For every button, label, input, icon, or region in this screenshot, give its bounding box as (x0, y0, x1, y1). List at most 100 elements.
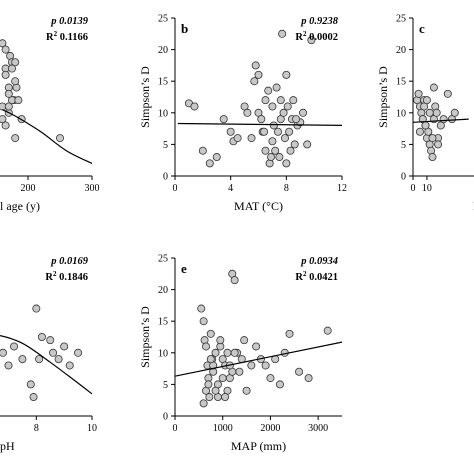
y-tick-label: 10 (158, 348, 168, 359)
data-point (254, 70, 263, 79)
data-point (257, 115, 266, 124)
data-point (261, 146, 270, 155)
y-tick-label: 20 (158, 45, 168, 56)
y-tick-label: 25 (158, 254, 168, 265)
y-tick-label: 10 (158, 108, 168, 119)
data-point (428, 153, 437, 162)
panel-c: 0100510152025cN deSimpson’s D (376, 14, 474, 213)
data-point (260, 127, 269, 136)
x-tick-label: 12 (337, 183, 347, 194)
data-point (307, 36, 316, 45)
data-point (204, 380, 213, 389)
data-point (250, 77, 259, 86)
data-point (18, 355, 27, 364)
data-point (414, 89, 423, 98)
data-point (230, 276, 239, 285)
data-point (434, 140, 443, 149)
panel-letter: b (181, 21, 188, 36)
data-point (199, 399, 208, 408)
data-point (219, 115, 228, 124)
data-point (275, 153, 284, 162)
y-axis-title: Simpson’s D (376, 66, 390, 128)
data-point (285, 329, 294, 338)
data-point (247, 361, 256, 370)
data-point (425, 108, 434, 117)
data-point (273, 127, 282, 136)
y-tick-label: 5 (163, 380, 168, 391)
data-point (60, 342, 69, 351)
data-point (205, 159, 214, 168)
data-point (7, 64, 16, 73)
data-point (223, 348, 232, 357)
x-tick-label: 0 (411, 183, 416, 194)
x-tick-label: 8 (34, 423, 39, 434)
data-point (252, 342, 261, 351)
data-point (1, 121, 10, 130)
y-axis-title: Simpson’s D (138, 306, 152, 368)
data-point (1, 70, 10, 79)
data-point (0, 115, 7, 124)
data-point (261, 96, 270, 105)
data-point (0, 348, 7, 357)
p-value-label: p 0.0934 (300, 256, 338, 267)
panel-letter: c (419, 21, 425, 36)
data-point (206, 355, 215, 364)
fit-line (2, 109, 93, 164)
data-point (226, 127, 235, 136)
x-tick-label: 2000 (260, 423, 280, 434)
data-point (211, 348, 220, 357)
fit-line (177, 122, 343, 126)
fit-line (0, 334, 93, 395)
r-squared-label: R2 0.1166 (46, 30, 88, 43)
p-value-label: p 0.0139 (50, 16, 89, 27)
data-point (11, 77, 20, 86)
data-point (266, 374, 275, 383)
data-point (218, 374, 227, 383)
p-value-label: p 0.0169 (50, 256, 89, 267)
r-squared-label: R2 0.0421 (295, 270, 338, 283)
data-point (422, 96, 431, 105)
data-point (286, 146, 295, 155)
data-point (269, 121, 278, 130)
data-point (292, 115, 301, 124)
data-point (233, 134, 242, 143)
y-tick-label: 25 (396, 14, 406, 25)
data-point (29, 393, 38, 402)
data-point (415, 127, 424, 136)
x-tick-label: 0 (173, 423, 178, 434)
data-point (65, 361, 74, 370)
data-point (268, 137, 277, 146)
y-tick-label: 10 (396, 108, 406, 119)
y-tick-label: 15 (158, 77, 168, 88)
data-point (282, 70, 291, 79)
data-point (304, 374, 313, 383)
data-point (289, 96, 298, 105)
data-point (197, 304, 206, 313)
data-point (205, 393, 214, 402)
data-point (267, 153, 276, 162)
data-point (276, 96, 285, 105)
data-point (261, 361, 270, 370)
data-point (443, 89, 452, 98)
data-point (221, 393, 230, 402)
panel-e: 0 1000 2000 3000 0 5 10 15 20 25 e p 0.0934 R2 0.042… (138, 254, 343, 453)
x-axis-title: MAP (mm) (231, 439, 286, 453)
data-point (4, 89, 13, 98)
x-tick-label: 300 (85, 183, 100, 194)
data-point (206, 329, 215, 338)
data-point (4, 361, 13, 370)
x-tick-label: 4 (228, 183, 233, 194)
data-point (272, 83, 281, 92)
x-axis-title: MAT (°C) (234, 199, 283, 213)
data-point (264, 86, 273, 95)
data-point (268, 102, 277, 111)
panel-b: 0 4 8 12 0 5 10 15 20 25 b p 0.9238 R2 0.0002 MAT (°C… (138, 14, 347, 214)
r-squared-label: R2 0.0002 (295, 30, 338, 43)
data-point (271, 146, 280, 155)
panel-letter: e (181, 261, 187, 276)
p-value-label: p 0.9238 (300, 16, 339, 27)
data-point (450, 108, 459, 117)
x-tick-label: 0 (173, 183, 178, 194)
